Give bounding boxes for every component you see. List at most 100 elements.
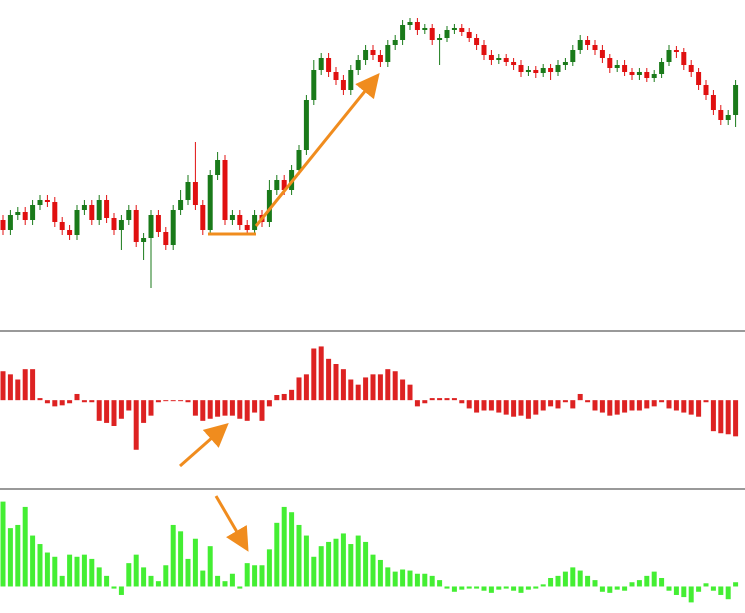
histogram-bar bbox=[570, 567, 576, 587]
histogram-bar bbox=[340, 369, 346, 401]
candle-body bbox=[710, 95, 716, 110]
histogram-bar bbox=[696, 400, 702, 417]
histogram-bar bbox=[474, 586, 480, 589]
histogram-bar bbox=[7, 528, 13, 587]
histogram-bar bbox=[429, 575, 435, 587]
histogram-bar bbox=[163, 400, 169, 402]
histogram-bar bbox=[289, 389, 295, 401]
histogram-bar bbox=[118, 586, 124, 595]
histogram-bar bbox=[622, 586, 628, 591]
histogram-bar bbox=[466, 400, 472, 409]
candle-body bbox=[266, 190, 272, 222]
histogram-bar bbox=[644, 400, 650, 409]
histogram-bar bbox=[437, 398, 443, 401]
histogram-bar bbox=[414, 400, 420, 407]
histogram-bar bbox=[259, 565, 265, 587]
trend-arrow bbox=[179, 423, 229, 468]
histogram-bar bbox=[155, 400, 161, 403]
candle-body bbox=[496, 58, 502, 60]
histogram-bar bbox=[392, 571, 398, 587]
histogram-bar bbox=[289, 512, 295, 587]
histogram-bar bbox=[22, 369, 28, 401]
histogram-bar bbox=[185, 400, 191, 403]
histogram-bar bbox=[503, 400, 509, 415]
histogram-bar bbox=[318, 546, 324, 587]
candle-body bbox=[222, 160, 228, 220]
histogram-bar bbox=[451, 586, 457, 592]
histogram-bar bbox=[511, 586, 517, 591]
candle-body bbox=[437, 38, 443, 40]
trend-arrow bbox=[254, 73, 380, 227]
histogram-bar bbox=[644, 575, 650, 587]
candle-body bbox=[81, 205, 87, 210]
histogram-bar bbox=[126, 563, 132, 587]
candle-body bbox=[215, 160, 221, 175]
histogram-bar bbox=[244, 563, 250, 587]
histogram-bar bbox=[303, 535, 309, 587]
histogram-bar bbox=[592, 580, 598, 587]
candle-body bbox=[296, 150, 302, 170]
candle-body bbox=[192, 182, 198, 205]
histogram-bar bbox=[525, 400, 531, 419]
histogram-bar bbox=[163, 565, 169, 587]
candle-body bbox=[141, 238, 147, 242]
histogram-bar bbox=[614, 400, 620, 415]
histogram-bar bbox=[252, 565, 258, 587]
candle-body bbox=[96, 200, 102, 220]
marks bbox=[0, 18, 739, 603]
histogram-bar bbox=[104, 575, 110, 587]
histogram-bar bbox=[511, 400, 517, 417]
histogram-bar bbox=[444, 586, 450, 589]
histogram-bar bbox=[363, 377, 369, 401]
candle-body bbox=[244, 225, 250, 230]
candle-body bbox=[252, 215, 258, 230]
histogram-bar bbox=[126, 400, 132, 411]
histogram-bar bbox=[207, 400, 213, 419]
candle-body bbox=[385, 45, 391, 62]
candle-body bbox=[303, 100, 309, 150]
candle-body bbox=[511, 62, 517, 65]
histogram-bar bbox=[622, 400, 628, 413]
histogram-bar bbox=[133, 400, 139, 450]
histogram-bar bbox=[562, 400, 568, 403]
histogram-bar bbox=[496, 586, 502, 590]
trend-arrow bbox=[214, 495, 249, 552]
histogram-bar bbox=[681, 586, 687, 598]
candle-body bbox=[599, 50, 605, 58]
histogram-bar bbox=[451, 398, 457, 401]
candle-body bbox=[118, 220, 124, 230]
histogram-bar bbox=[148, 575, 154, 587]
candle-body bbox=[67, 230, 73, 235]
histogram-bar bbox=[30, 535, 36, 587]
candle-body bbox=[629, 72, 635, 75]
histogram-bar bbox=[340, 533, 346, 587]
candle-body bbox=[718, 110, 724, 120]
candle-body bbox=[89, 205, 95, 220]
histogram-bar bbox=[673, 400, 679, 411]
histogram-bar bbox=[377, 374, 383, 401]
candle-body bbox=[340, 80, 346, 90]
histogram-bar bbox=[562, 571, 568, 587]
histogram-bar bbox=[555, 575, 561, 587]
histogram-bar bbox=[533, 586, 539, 589]
candle-body bbox=[30, 205, 36, 220]
candle-body bbox=[52, 202, 58, 222]
histogram-bar bbox=[15, 524, 21, 587]
histogram-bar bbox=[74, 393, 80, 401]
histogram-bar bbox=[651, 400, 657, 407]
candle-body bbox=[733, 85, 739, 115]
candle-body bbox=[459, 28, 465, 32]
candle-body bbox=[622, 65, 628, 72]
candle-body bbox=[200, 205, 206, 230]
histogram-bar bbox=[555, 400, 561, 409]
candle-body bbox=[422, 28, 428, 30]
histogram-bar bbox=[148, 400, 154, 416]
histogram-bar bbox=[651, 571, 657, 587]
histogram-bar bbox=[459, 400, 465, 404]
histogram-bar bbox=[52, 400, 58, 407]
histogram-bar bbox=[67, 400, 73, 404]
histogram-bar bbox=[459, 586, 465, 590]
candle-body bbox=[348, 70, 354, 90]
candle-body bbox=[281, 180, 287, 190]
